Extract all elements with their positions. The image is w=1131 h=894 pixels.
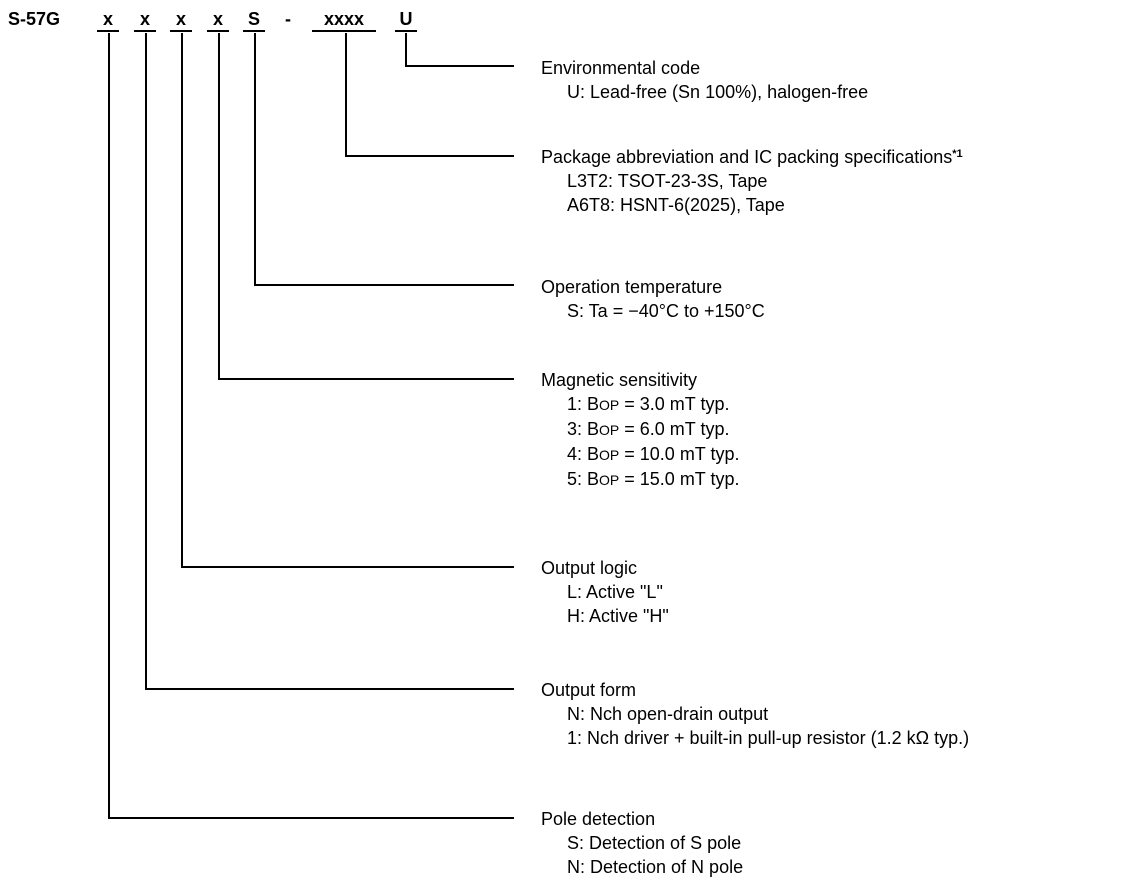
output-logic-option: L: Active "L" (567, 582, 663, 602)
package-option: A6T8: HSNT-6(2025), Tape (567, 195, 785, 215)
environmental-title: Environmental code (541, 58, 701, 78)
magnetic-option-value: = 6.0 mT typ. (619, 419, 730, 439)
connector-output-logic-vertical (181, 33, 183, 567)
magnetic-option-value: = 15.0 mT typ. (619, 469, 740, 489)
block-package: Package abbreviation and IC packing spec… (541, 145, 1131, 217)
part-number-seg-package: xxxx (323, 9, 365, 29)
underline-environmental (395, 30, 417, 32)
part-number-seg-output-logic: x (175, 9, 186, 29)
pole-title: Pole detection (541, 809, 656, 829)
magnetic-option-sub: OP (599, 472, 620, 488)
environmental-option: U: Lead-free (Sn 100%), halogen-free (567, 82, 869, 102)
underline-pole (97, 30, 119, 32)
block-temperature: Operation temperature S: Ta = −40°C to +… (541, 275, 1131, 323)
part-number-prefix: S-57G (8, 9, 61, 29)
output-form-title: Output form (541, 680, 637, 700)
connector-package-horizontal (345, 155, 514, 157)
part-number-seg-environmental: U (399, 9, 413, 29)
underline-package (312, 30, 376, 32)
connector-environmental-vertical (405, 33, 407, 66)
block-pole: Pole detection S: Detection of S pole N:… (541, 807, 1131, 879)
underline-temperature (243, 30, 265, 32)
connector-magnetic-horizontal (218, 378, 514, 380)
package-title-text: Package abbreviation and IC packing spec… (541, 147, 953, 167)
connector-pole-horizontal (108, 817, 514, 819)
block-environmental: Environmental code U: Lead-free (Sn 100%… (541, 56, 1131, 104)
part-number-dash: - (285, 9, 291, 29)
output-logic-option: H: Active "H" (567, 606, 669, 626)
magnetic-option-code: 1: B (567, 394, 600, 414)
output-form-option: 1: Nch driver + built-in pull-up resisto… (567, 728, 970, 748)
magnetic-option-code: 3: B (567, 419, 600, 439)
output-logic-title: Output logic (541, 558, 638, 578)
block-magnetic: Magnetic sensitivity 1: BOP = 3.0 mT typ… (541, 368, 1131, 492)
part-number-seg-magnetic: x (212, 9, 223, 29)
temperature-option: S: Ta = −40°C to +150°C (567, 301, 765, 321)
pole-option: N: Detection of N pole (567, 857, 744, 877)
magnetic-option-value: = 3.0 mT typ. (619, 394, 730, 414)
connector-output-logic-horizontal (181, 566, 514, 568)
magnetic-option: 5: BOP = 15.0 mT typ. (541, 467, 1131, 492)
package-option: L3T2: TSOT-23-3S, Tape (567, 171, 768, 191)
magnetic-option-value: = 10.0 mT typ. (619, 444, 740, 464)
magnetic-option-code: 4: B (567, 444, 600, 464)
connector-package-vertical (345, 33, 347, 156)
part-number-seg-pole: x (102, 9, 113, 29)
temperature-title: Operation temperature (541, 277, 723, 297)
connector-pole-vertical (108, 33, 110, 818)
magnetic-title: Magnetic sensitivity (541, 370, 698, 390)
package-title: Package abbreviation and IC packing spec… (541, 145, 1131, 169)
package-footnote: *1 (952, 148, 963, 160)
magnetic-option: 3: BOP = 6.0 mT typ. (541, 417, 1131, 442)
connector-environmental-horizontal (405, 65, 514, 67)
underline-output-form (134, 30, 156, 32)
block-output-form: Output form N: Nch open-drain output 1: … (541, 678, 1131, 750)
magnetic-option-sub: OP (599, 397, 620, 413)
magnetic-option: 1: BOP = 3.0 mT typ. (541, 392, 1131, 417)
block-output-logic: Output logic L: Active "L" H: Active "H" (541, 556, 1131, 628)
connector-output-form-vertical (145, 33, 147, 689)
part-number-seg-temperature: S (247, 9, 260, 29)
connector-temperature-horizontal (254, 284, 514, 286)
magnetic-option: 4: BOP = 10.0 mT typ. (541, 442, 1131, 467)
connector-magnetic-vertical (218, 33, 220, 379)
magnetic-option-sub: OP (599, 447, 620, 463)
underline-magnetic (207, 30, 229, 32)
part-number-seg-output-form: x (139, 9, 150, 29)
magnetic-option-sub: OP (599, 422, 620, 438)
connector-output-form-horizontal (145, 688, 514, 690)
magnetic-option-code: 5: B (567, 469, 600, 489)
connector-temperature-vertical (254, 33, 256, 285)
pole-option: S: Detection of S pole (567, 833, 742, 853)
output-form-option: N: Nch open-drain output (567, 704, 769, 724)
underline-output-logic (170, 30, 192, 32)
